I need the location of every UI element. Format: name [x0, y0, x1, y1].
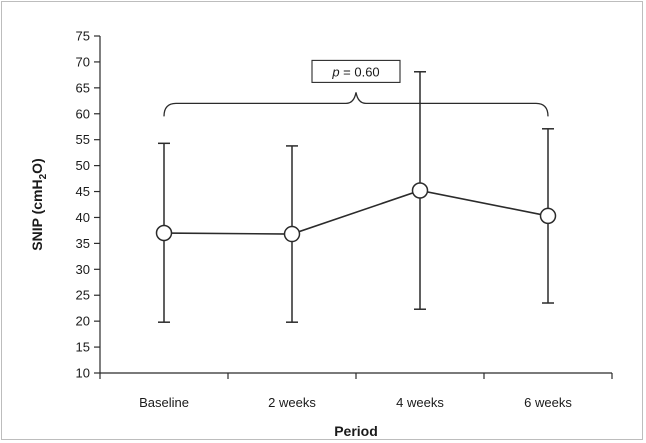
x-tick-label: 4 weeks — [396, 395, 444, 410]
x-ticks: Baseline 2 weeks 4 weeks 6 weeks — [99, 373, 613, 410]
x-axis-title: Period — [334, 423, 378, 439]
y-ticks: 10 15 20 25 30 35 40 45 50 55 60 65 70 75 — [76, 29, 100, 381]
comparison-bracket — [163, 92, 549, 117]
markers — [155, 182, 557, 243]
series-line — [163, 189, 549, 235]
data-point — [155, 224, 173, 242]
x-tick-label: Baseline — [139, 395, 189, 410]
axes — [99, 36, 612, 374]
error-bars — [158, 71, 554, 323]
p-value-label: p = 0.60 — [331, 64, 379, 79]
y-tick-label: 30 — [76, 262, 90, 277]
y-tick-label: 35 — [76, 236, 90, 251]
y-tick-label: 20 — [76, 314, 90, 329]
y-tick-label: 25 — [76, 288, 90, 303]
x-tick-label: 2 weeks — [268, 395, 316, 410]
x-tick-label: 6 weeks — [524, 395, 572, 410]
y-tick-label: 50 — [76, 158, 90, 173]
y-axis-title-suffix: O) — [29, 158, 45, 174]
y-tick-label: 40 — [76, 210, 90, 225]
y-tick-label: 60 — [76, 106, 90, 121]
data-point — [411, 182, 429, 199]
y-tick-label: 10 — [76, 366, 90, 381]
y-tick-label: 55 — [76, 132, 90, 147]
p-value-text: = 0.60 — [340, 64, 380, 79]
p-value-box — [311, 59, 401, 83]
y-tick-label: 75 — [76, 29, 90, 44]
y-axis-title: SNIP (cmH2O) — [29, 158, 49, 250]
p-value-annotation: p = 0.60 — [163, 59, 549, 117]
data-point — [283, 225, 301, 243]
y-tick-label: 45 — [76, 184, 90, 199]
y-tick-label: 65 — [76, 80, 90, 95]
y-axis-title-prefix: SNIP (cmH — [29, 179, 45, 250]
y-tick-label: 70 — [76, 54, 90, 69]
y-tick-label: 15 — [76, 340, 90, 355]
data-point — [539, 207, 557, 225]
y-axis-title-subscript: 2 — [38, 173, 49, 179]
p-symbol: p — [331, 64, 339, 79]
